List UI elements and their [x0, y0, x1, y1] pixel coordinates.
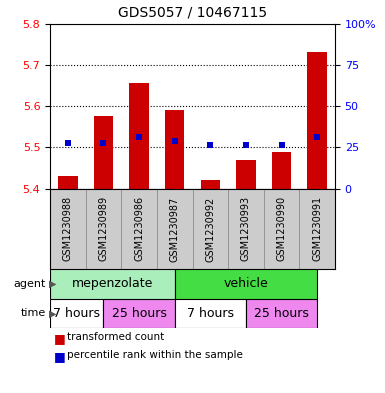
Text: GSM1230987: GSM1230987: [170, 196, 180, 262]
Bar: [85, 189, 121, 269]
Bar: [228, 189, 264, 269]
Text: GSM1230986: GSM1230986: [134, 196, 144, 261]
Bar: [104, 299, 175, 328]
Bar: [272, 151, 291, 189]
Text: transformed count: transformed count: [67, 332, 165, 342]
Bar: [50, 299, 104, 328]
Text: ▶: ▶: [49, 279, 57, 289]
Bar: [58, 176, 78, 189]
Bar: [165, 110, 184, 189]
Text: time: time: [21, 309, 46, 318]
Text: ▶: ▶: [49, 309, 57, 318]
Text: agent: agent: [14, 279, 46, 289]
Text: 25 hours: 25 hours: [254, 307, 309, 320]
Text: mepenzolate: mepenzolate: [72, 277, 153, 290]
Text: GSM1230992: GSM1230992: [205, 196, 215, 262]
Text: 25 hours: 25 hours: [112, 307, 167, 320]
Bar: [50, 189, 85, 269]
Bar: [236, 160, 256, 189]
Title: GDS5057 / 10467115: GDS5057 / 10467115: [118, 6, 267, 20]
Bar: [175, 299, 246, 328]
Bar: [192, 189, 228, 269]
Bar: [157, 189, 192, 269]
Text: ■: ■: [54, 332, 66, 345]
Text: vehicle: vehicle: [224, 277, 268, 290]
Text: percentile rank within the sample: percentile rank within the sample: [67, 350, 243, 360]
Bar: [94, 116, 113, 189]
Bar: [201, 180, 220, 189]
Text: GSM1230988: GSM1230988: [63, 196, 73, 261]
Bar: [307, 52, 327, 189]
Text: GSM1230989: GSM1230989: [99, 196, 109, 261]
Text: 7 hours: 7 hours: [187, 307, 234, 320]
Text: ■: ■: [54, 350, 66, 363]
Bar: [246, 299, 317, 328]
Bar: [175, 269, 317, 299]
Text: 7 hours: 7 hours: [53, 307, 100, 320]
Bar: [129, 83, 149, 189]
Bar: [264, 189, 300, 269]
Text: GSM1230990: GSM1230990: [276, 196, 286, 261]
Text: GSM1230991: GSM1230991: [312, 196, 322, 261]
Bar: [300, 189, 335, 269]
Bar: [121, 189, 157, 269]
Text: GSM1230993: GSM1230993: [241, 196, 251, 261]
Bar: [50, 269, 175, 299]
